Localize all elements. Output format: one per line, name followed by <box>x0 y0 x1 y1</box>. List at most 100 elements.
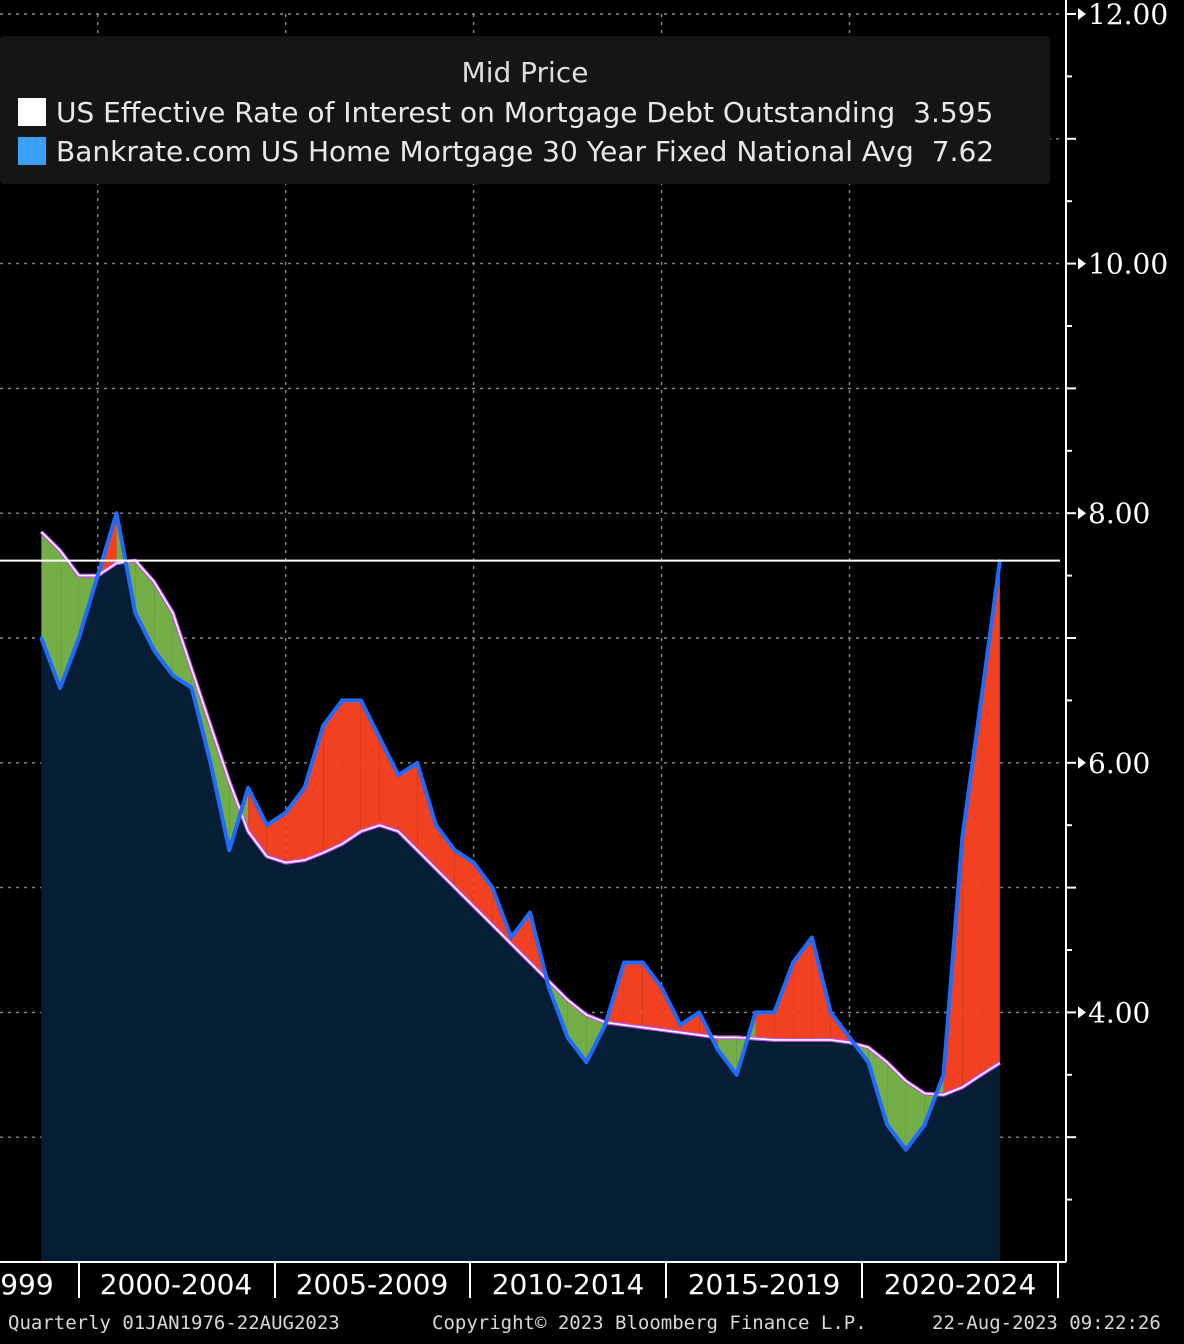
legend-title: Mid Price <box>461 56 589 89</box>
mortgage-30y-point <box>923 1123 927 1127</box>
legend-series-value: 7.62 <box>931 134 995 168</box>
mortgage-30y-point <box>378 736 382 740</box>
spread-above-segment <box>981 560 1000 1075</box>
spread-above-segment <box>304 725 324 861</box>
legend-series-name: US Effective Rate of Interest on Mortgag… <box>56 95 896 129</box>
spread-above-segment <box>793 937 812 1040</box>
y-axis-label-arrow <box>1078 756 1086 769</box>
y-tick-label: 10.00 <box>1088 248 1168 281</box>
mortgage-30y-point <box>622 960 626 964</box>
x-tick-label: 2020-2024 <box>884 1268 1037 1301</box>
spread-above-segment <box>266 812 286 863</box>
mortgage-30y-point <box>265 823 269 827</box>
spread-above-segment <box>342 700 361 844</box>
effective-rate-area <box>41 531 1000 1262</box>
y-axis-label-arrow <box>1078 507 1086 520</box>
mortgage-30y-point <box>96 574 100 578</box>
mortgage-30y-point <box>697 1010 701 1014</box>
mortgage-30y-point <box>39 636 43 640</box>
legend-swatch-blue <box>18 137 46 165</box>
mortgage-30y-point <box>115 511 119 515</box>
x-tick-label: 1999 <box>0 1268 54 1301</box>
footer-timestamp: 22-Aug-2023 09:22:26 <box>932 1312 1161 1334</box>
mortgage-30y-point <box>246 786 250 790</box>
effective-rate-line <box>40 531 1001 1096</box>
y-axis-label-arrow <box>1078 257 1086 270</box>
mortgage-30y-point <box>754 1010 758 1014</box>
mortgage-30y-point <box>58 686 62 690</box>
mortgage-30y-point <box>133 611 137 615</box>
mortgage-30y-point <box>208 761 212 765</box>
mortgage-30y-point <box>584 1060 588 1064</box>
x-tick-label: 2000-2004 <box>100 1268 253 1301</box>
mortgage-30y-point <box>434 823 438 827</box>
spread-above-segment <box>755 1012 775 1040</box>
mortgage-30y-point <box>885 1123 889 1127</box>
x-tick-label: 2005-2009 <box>296 1268 449 1301</box>
mortgage-30y-point <box>340 698 344 702</box>
spread-above-segment <box>642 962 662 1030</box>
mortgage-30y-point <box>960 836 964 840</box>
mortgage-30y-point <box>396 773 400 777</box>
spread-above-segment <box>454 850 474 907</box>
mortgage-30y-point <box>660 985 664 989</box>
mortgage-30y-point <box>227 848 231 852</box>
mortgage-30y-point <box>829 1010 833 1014</box>
spread-above-segment <box>398 762 418 851</box>
spread-below-segment <box>60 550 79 688</box>
mortgage-30y-point <box>848 1035 852 1039</box>
mortgage-30y-line <box>39 511 1002 1152</box>
legend-item-30y-fixed: Bankrate.com US Home Mortgage 30 Year Fi… <box>18 133 994 169</box>
mortgage-30y-point <box>941 1073 945 1077</box>
spread-below-segment <box>135 560 155 651</box>
footer-copyright: Copyright© 2023 Bloomberg Finance L.P. <box>432 1312 867 1334</box>
mortgage-30y-point <box>190 686 194 690</box>
series-line-layer <box>39 511 1002 1152</box>
legend-item-effective-rate: US Effective Rate of Interest on Mortgag… <box>18 94 993 130</box>
mortgage-30y-point <box>979 698 983 702</box>
mortgage-30y-point <box>641 960 645 964</box>
spread-below-segment <box>567 999 587 1063</box>
mortgage-30y-point <box>678 1023 682 1027</box>
spread-above-segment <box>360 700 380 832</box>
mortgage-30y-point <box>866 1060 870 1064</box>
mortgage-30y-point <box>321 723 325 727</box>
y-axis-label-arrow <box>1078 1006 1086 1019</box>
legend-panel <box>0 36 1050 184</box>
mortgage-30y-point <box>152 648 156 652</box>
y-axis: 12.00 10.00 8.00 6.00 4.00 <box>1065 0 1168 1262</box>
legend-swatch-white <box>18 98 46 126</box>
mortgage-30y-point <box>472 861 476 865</box>
mortgage-30y-point <box>603 1023 607 1027</box>
mortgage-30y-point <box>810 936 814 940</box>
mortgage-30y-point <box>791 960 795 964</box>
mortgage-30y-point <box>415 761 419 765</box>
spread-above-segment <box>774 962 794 1040</box>
mortgage-30y-point <box>528 911 532 915</box>
mortgage-30y-point <box>566 1035 570 1039</box>
mortgage-30y-point <box>547 985 551 989</box>
spread-above-segment <box>680 1012 700 1035</box>
mortgage-30y-point <box>302 786 306 790</box>
mortgage-30y-point <box>772 1010 776 1014</box>
mortgage-30y-point <box>509 936 513 940</box>
mortgage-30y-point <box>77 636 81 640</box>
y-tick-label: 4.00 <box>1088 996 1150 1029</box>
spread-above-segment <box>323 700 343 853</box>
series-area-layer <box>41 531 1000 1262</box>
y-axis-label-arrow <box>1078 8 1086 20</box>
mortgage-30y-point <box>904 1148 908 1152</box>
spread-below-segment <box>905 1081 925 1150</box>
y-tick-label: 8.00 <box>1088 497 1150 530</box>
spread-above-segment <box>623 962 643 1028</box>
x-axis: 1999 2000-2004 2005-2009 2010-2014 2015-2019… <box>0 1261 1066 1301</box>
x-tick-label: 2010-2014 <box>492 1268 645 1301</box>
mortgage-30y-point <box>171 673 175 677</box>
mortgage-30y-point <box>453 848 457 852</box>
mortgage-30y-point <box>735 1073 739 1077</box>
mortgage-30y-point <box>284 811 288 815</box>
mortgage-30y-point <box>359 698 363 702</box>
legend-series-name: Bankrate.com US Home Mortgage 30 Year Fi… <box>56 134 914 168</box>
spread-above-segment <box>511 912 530 963</box>
